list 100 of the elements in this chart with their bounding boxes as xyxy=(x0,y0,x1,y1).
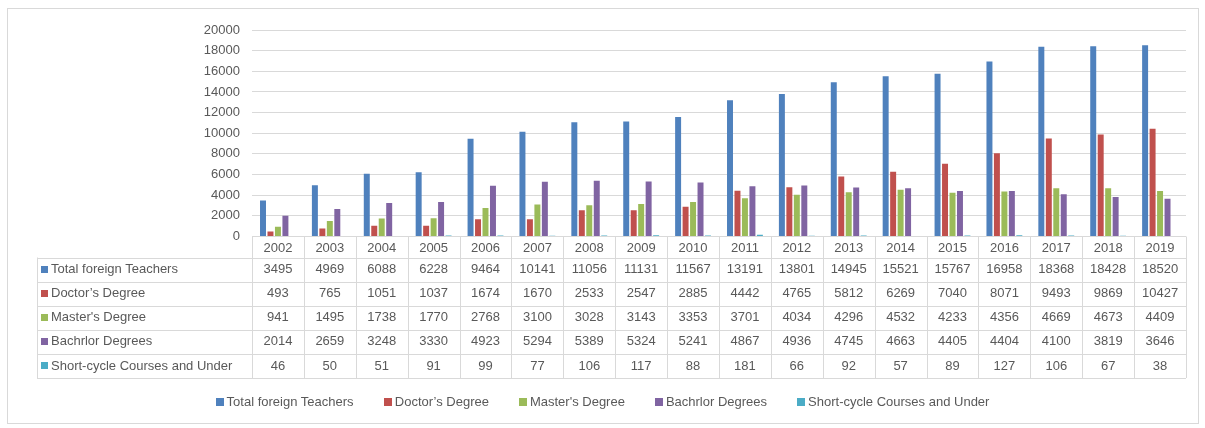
bar xyxy=(993,153,1000,236)
data-label: 765 xyxy=(318,285,341,301)
x-tick-label: 2013 xyxy=(834,239,864,255)
bar xyxy=(645,181,652,236)
data-label: 1037 xyxy=(419,285,449,301)
x-tick-label: 2015 xyxy=(938,239,967,255)
data-label: 5389 xyxy=(574,333,604,349)
data-label: 11056 xyxy=(571,261,607,277)
data-label: 92 xyxy=(841,357,856,373)
data-label: 4923 xyxy=(471,333,500,349)
x-tick-label: 2014 xyxy=(886,239,916,255)
data-label: 4669 xyxy=(1041,309,1071,325)
text: Short-cycle Courses and Under xyxy=(808,393,990,409)
bar xyxy=(334,209,341,236)
data-label: 4867 xyxy=(730,333,760,349)
bar xyxy=(623,121,630,236)
data-label: 4356 xyxy=(989,309,1019,325)
bar xyxy=(1149,128,1156,236)
data-label: 10427 xyxy=(1141,285,1179,301)
bar xyxy=(830,82,837,236)
bar xyxy=(326,221,333,236)
data-label: 3646 xyxy=(1145,333,1175,349)
y-tick-label: 18000 xyxy=(203,42,240,58)
bar xyxy=(586,205,593,236)
data-label: 4233 xyxy=(938,309,967,325)
text: Bachrlor Degrees xyxy=(51,333,153,349)
data-label: 4100 xyxy=(1041,333,1071,349)
text: Total foreign Teachers xyxy=(226,393,354,409)
x-tick-label: 2018 xyxy=(1093,239,1123,255)
bar xyxy=(853,187,860,236)
bar xyxy=(1008,191,1015,236)
x-tick-label: 2016 xyxy=(989,239,1019,255)
data-label: 127 xyxy=(993,357,1016,373)
x-tick-label: 2017 xyxy=(1041,239,1071,255)
data-label: 4532 xyxy=(886,309,916,325)
data-label: 88 xyxy=(685,357,701,373)
data-label: 57 xyxy=(893,357,908,373)
data-label: 18428 xyxy=(1090,261,1127,277)
data-label: 3495 xyxy=(263,261,293,277)
data-label: 67 xyxy=(1100,357,1116,373)
bar xyxy=(571,122,578,236)
y-tick-label: 0 xyxy=(232,228,240,244)
data-label: 2014 xyxy=(263,333,293,349)
y-tick-label: 2000 xyxy=(211,207,240,223)
data-label: 2885 xyxy=(678,285,708,301)
bar xyxy=(793,194,800,236)
bar xyxy=(786,187,793,236)
data-label: 89 xyxy=(945,357,960,373)
y-tick-label: 10000 xyxy=(203,124,240,140)
bar xyxy=(489,185,496,236)
data-label: 66 xyxy=(789,357,805,373)
data-label: 4663 xyxy=(886,333,916,349)
x-tick-label: 2004 xyxy=(367,239,397,255)
text: Master's Degree xyxy=(529,393,625,409)
data-label: 50 xyxy=(322,357,338,373)
bar xyxy=(942,163,949,236)
data-label: 4405 xyxy=(938,333,967,349)
bar xyxy=(897,189,904,236)
bar xyxy=(727,100,733,236)
x-tick-label: 2011 xyxy=(730,239,759,255)
bar xyxy=(311,185,318,236)
x-tick-label: 2008 xyxy=(574,239,604,255)
bar xyxy=(363,173,370,236)
data-label: 4034 xyxy=(782,309,812,325)
bar xyxy=(778,94,785,236)
bar xyxy=(882,76,889,236)
data-label: 1738 xyxy=(367,309,397,325)
bar xyxy=(467,138,474,236)
data-label: 16958 xyxy=(986,261,1023,277)
data-label: 117 xyxy=(630,357,652,373)
bar xyxy=(430,218,437,236)
data-label: 2547 xyxy=(626,285,656,301)
bar xyxy=(1038,46,1045,236)
bar xyxy=(638,204,645,236)
data-label: 14945 xyxy=(830,261,867,277)
bar xyxy=(675,117,682,236)
text: Doctor’s Degree xyxy=(394,393,489,409)
legend-label: Bachrlor Degrees xyxy=(665,393,768,409)
data-label: 18520 xyxy=(1141,261,1179,277)
data-label: 5294 xyxy=(522,333,552,349)
bar xyxy=(274,226,281,236)
data-label: 3330 xyxy=(419,333,449,349)
y-tick-label: 4000 xyxy=(211,186,240,202)
bar xyxy=(741,198,748,236)
data-label: 91 xyxy=(426,357,441,373)
bar xyxy=(1164,198,1171,236)
x-tick-label: 2005 xyxy=(419,239,449,255)
bar xyxy=(541,181,548,236)
x-tick-label: 2010 xyxy=(678,239,708,255)
bar xyxy=(578,210,585,236)
y-tick-label: 12000 xyxy=(203,104,240,120)
data-label: 5241 xyxy=(678,333,708,349)
data-label: 9869 xyxy=(1093,285,1123,301)
data-label: 10141 xyxy=(519,261,556,277)
data-label: 1495 xyxy=(315,309,345,325)
data-label: 2659 xyxy=(315,333,345,349)
bar xyxy=(1112,197,1119,236)
bar xyxy=(1090,46,1097,236)
bar xyxy=(386,202,393,236)
bar xyxy=(1097,134,1104,236)
